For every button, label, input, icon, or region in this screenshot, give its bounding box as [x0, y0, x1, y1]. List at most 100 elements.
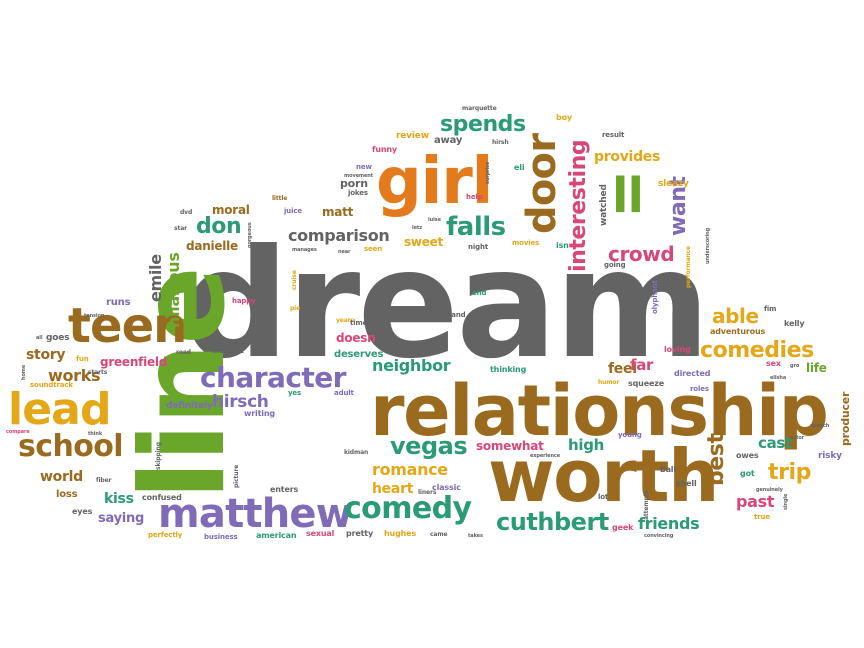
word-movies: movies — [512, 239, 540, 247]
word-times: times — [350, 319, 372, 327]
word-pretty: pretty — [346, 529, 374, 538]
word-risky: risky — [818, 451, 842, 461]
word-underscoring: underscoring — [705, 227, 711, 264]
word-girl: girl — [376, 145, 493, 219]
word-tension: tension — [84, 313, 105, 319]
word-door: door — [519, 133, 565, 234]
word-roles: roles — [690, 385, 709, 393]
word-young: young — [618, 431, 642, 439]
word-moral: moral — [212, 203, 250, 217]
word-manages: manages — [292, 247, 317, 253]
word-night: night — [468, 243, 489, 251]
word-yes: yes — [288, 389, 302, 397]
word-star: star — [174, 225, 187, 232]
word-luise: luise — [428, 217, 441, 223]
word-liners: liners — [418, 489, 437, 496]
word-somewhat: somewhat — [476, 439, 544, 453]
word-skipping: skipping — [155, 442, 162, 470]
word-hilarious: hilarious — [164, 252, 183, 328]
word-confused: confused — [142, 493, 182, 502]
word-olyphant: olyphant — [651, 280, 659, 314]
word-vegas: vegas — [390, 432, 468, 460]
word-dvd: dvd — [180, 209, 193, 216]
word-loss: loss — [56, 489, 78, 500]
word-seen: seen — [364, 245, 383, 253]
word-single: single — [783, 493, 789, 510]
word-squeeze: squeeze — [628, 379, 664, 388]
word-business: business — [204, 533, 238, 541]
word-hughes: hughes — [384, 529, 417, 538]
word-home: home — [21, 364, 27, 380]
word-enters: enters — [270, 485, 299, 494]
word-happy: happy — [232, 297, 256, 305]
word-marquette: marquette — [462, 105, 497, 112]
word-moment: moment — [212, 347, 244, 355]
word-feel: feel — [608, 361, 637, 377]
word-producer: producer — [839, 391, 852, 446]
word-going: going — [604, 261, 626, 269]
word-able: able — [712, 304, 759, 328]
word-pie: pie — [290, 305, 301, 312]
word-think: think — [88, 431, 103, 437]
word-watched: watched — [599, 184, 609, 226]
word-soundtrack: soundtrack — [30, 381, 73, 389]
word-far: far — [630, 356, 654, 374]
word-eli: eli — [514, 163, 525, 172]
word-owes: owes — [736, 451, 759, 460]
word-heart: heart — [372, 481, 414, 497]
word-emile: emile — [146, 254, 165, 302]
word-adult: adult — [334, 389, 354, 397]
word-compare: compare — [6, 429, 30, 435]
word-comedy: comedy — [344, 491, 472, 526]
word-cuthbert: cuthbert — [496, 508, 609, 536]
word-crowd: crowd — [608, 242, 675, 266]
word-ball: ball — [660, 465, 676, 474]
word-interesting: interesting — [566, 139, 591, 272]
word-fun: fun — [76, 355, 89, 363]
word-attempts: attempts — [643, 490, 650, 520]
word-away: away — [434, 135, 463, 146]
word-picture: picture — [233, 464, 240, 488]
word-worth: worth — [488, 434, 719, 518]
word-saying: saying — [98, 511, 145, 526]
word-relationship: relationship — [370, 370, 829, 452]
word-don: don — [196, 214, 242, 239]
word-fim: fim — [764, 305, 777, 313]
word-comparison: comparison — [288, 226, 390, 245]
word-comedies: comedies — [700, 338, 814, 363]
word-geek: geek — [612, 523, 634, 532]
word-best: best — [704, 433, 729, 486]
word-came: came — [430, 531, 448, 538]
word-end: end — [472, 289, 487, 297]
word-humor: humor — [598, 379, 620, 386]
word-actor: actor — [790, 435, 805, 441]
word-works: works — [48, 366, 101, 385]
word-years: years — [336, 317, 354, 324]
word-sexual: sexual — [306, 529, 335, 538]
word-lot: lot — [598, 493, 609, 501]
word-sleazy: sleazy — [658, 179, 689, 189]
word-kidman: kidman — [344, 449, 369, 456]
word-dream: dream — [182, 218, 711, 392]
word-romance: romance — [372, 460, 448, 479]
word-starts: starts — [88, 369, 108, 376]
word-matt: matt — [322, 205, 354, 219]
word-isn: isn — [556, 241, 569, 250]
word-sex: sex — [766, 359, 781, 368]
word-kiss: kiss — [104, 491, 134, 507]
word-stand: stand — [444, 311, 466, 319]
word-eyes: eyes — [72, 507, 93, 516]
word-hirsch: hirsch — [212, 392, 269, 412]
word-jokes: jokes — [348, 189, 368, 197]
word-gro: gro — [790, 363, 800, 369]
word-gorgeous: gorgeous — [247, 222, 253, 248]
word-deserves: deserves — [334, 349, 384, 360]
word-surprise: surprise — [485, 161, 491, 184]
word-sweet: sweet — [404, 235, 444, 249]
word-trip: trip — [768, 460, 811, 485]
word-definitely: definitely — [166, 401, 213, 411]
word-takes: takes — [468, 533, 483, 539]
word-matthew: matthew — [158, 491, 353, 537]
word-adventurous: adventurous — [710, 327, 766, 336]
word-provides: provides — [594, 149, 661, 165]
